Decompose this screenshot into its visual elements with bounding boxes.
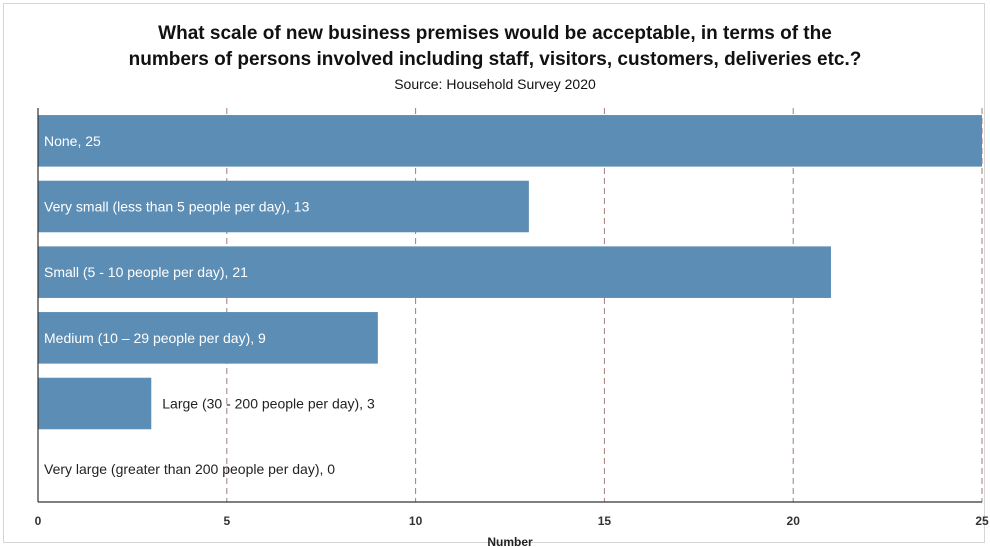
bar-data-label: Very large (greater than 200 people per … — [44, 461, 335, 477]
bar — [38, 115, 982, 167]
chart-subtitle: Source: Household Survey 2020 — [394, 76, 596, 92]
x-tick-labels: 0 5 10 15 20 25 — [35, 514, 989, 528]
x-tick-label: 20 — [787, 514, 801, 528]
x-tick-label: 15 — [598, 514, 612, 528]
axes — [37, 108, 982, 503]
bar-data-label: None, 25 — [44, 133, 101, 149]
x-tick-label: 5 — [223, 514, 230, 528]
bar-data-label: Very small (less than 5 people per day),… — [44, 199, 310, 215]
bar-data-label: Small (5 - 10 people per day), 21 — [44, 264, 248, 280]
chart-title-line-2: numbers of persons involved including st… — [128, 49, 862, 70]
bars: None, 25 Very small (less than 5 people p… — [38, 115, 982, 477]
x-tick-label: 10 — [409, 514, 423, 528]
bar — [38, 312, 378, 364]
chart-title-line-1: What scale of new business premises woul… — [158, 23, 832, 44]
bar-data-label: Medium (10 – 29 people per day), 9 — [44, 330, 266, 346]
bar — [38, 180, 529, 233]
gridlines — [226, 108, 983, 502]
bar-data-label: Large (30 - 200 people per day), 3 — [162, 396, 375, 412]
x-tick-label: 0 — [35, 514, 42, 528]
bar — [38, 246, 831, 298]
x-axis-title: Number — [487, 535, 533, 547]
x-tick-label: 25 — [975, 514, 989, 528]
bar — [38, 377, 152, 430]
